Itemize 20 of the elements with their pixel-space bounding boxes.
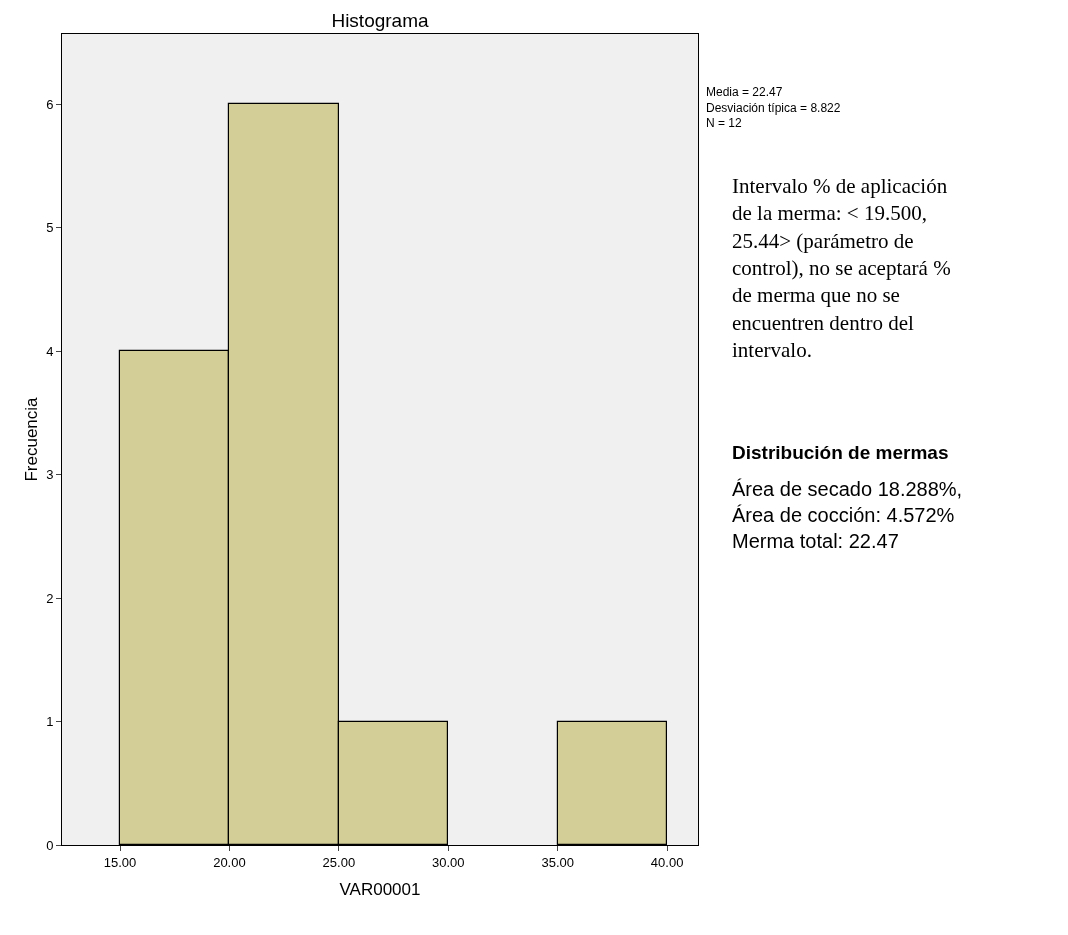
y-axis-title: Frecuencia (21, 396, 41, 482)
y-tick-label: 0 (46, 837, 54, 853)
y-tick-label: 3 (46, 467, 54, 483)
x-tick-label: 35.00 (541, 854, 574, 870)
y-tick-label: 4 (46, 343, 54, 359)
y-tick-label: 1 (46, 714, 54, 730)
x-tick-label: 30.00 (432, 854, 465, 870)
chart-title: Histograma (331, 10, 429, 32)
x-tick-label: 25.00 (322, 854, 356, 870)
text: Media = 22.47 Desviación típica = 8.822 N = 12 (706, 85, 841, 131)
y-tick-label: 2 (46, 590, 54, 606)
y-tick-label: 6 (46, 96, 54, 112)
x-tick-label: 20.00 (213, 854, 246, 870)
x-axis-title: VAR00001 (339, 880, 421, 899)
x-tick-label: 15.00 (103, 854, 137, 870)
text: Área de secado 18.288%, Área de cocción: 4.572% Merma total: 22.47 (732, 478, 963, 552)
x-tick-label: 40.00 (650, 854, 684, 870)
y-tick-label: 5 (46, 220, 54, 236)
text: Distribución de mermas (732, 442, 949, 463)
text: Intervalo % de aplicación de la merma: < 19.500, 25.44> (parámetro de control), no se aceptará % de merma que no se encuentren dentro del intervalo. (732, 174, 951, 362)
